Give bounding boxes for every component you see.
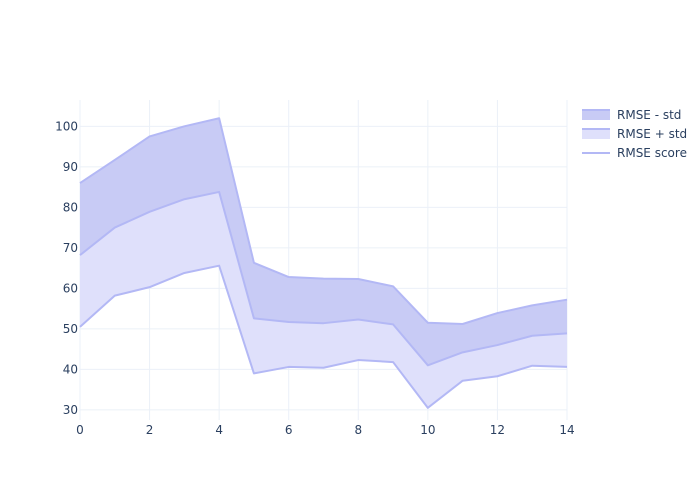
x-tick-label: 12 (490, 423, 505, 437)
legend-swatch (582, 110, 610, 120)
upper-std-band (80, 118, 567, 366)
series-line-rmse-plus-std (79, 117, 568, 325)
y-tick-label: 70 (63, 241, 78, 255)
x-tick-label: 14 (559, 423, 574, 437)
x-tick-label: 2 (146, 423, 154, 437)
y-tick-label: 80 (63, 200, 78, 214)
series-line-rmse-score (79, 190, 568, 367)
y-tick-label: 60 (63, 281, 78, 295)
series-line-rmse-minus-std (79, 264, 568, 409)
legend[interactable]: RMSE - std RMSE + std RMSE score (582, 108, 687, 160)
y-tick-label: 50 (63, 322, 78, 336)
legend-label: RMSE + std (617, 127, 687, 141)
grid (79, 100, 568, 420)
legend-swatch (582, 129, 610, 139)
y-tick-label: 90 (63, 160, 78, 174)
plot-lines (79, 117, 568, 409)
x-tick-label: 8 (354, 423, 362, 437)
legend-item[interactable]: RMSE - std (582, 108, 681, 122)
lower-std-band (80, 191, 567, 408)
y-tick-label: 30 (63, 403, 78, 417)
legend-item[interactable]: RMSE score (582, 146, 687, 160)
legend-label: RMSE - std (617, 108, 681, 122)
x-tick-label: 6 (285, 423, 293, 437)
x-tick-label: 0 (76, 423, 84, 437)
legend-item[interactable]: RMSE + std (582, 127, 687, 141)
y-tick-label: 100 (55, 119, 78, 133)
tick-labels: 0 2 4 6 8 10 12 14 30 40 50 60 70 80 90 100 (55, 119, 575, 437)
x-tick-label: 4 (215, 423, 223, 437)
y-tick-label: 40 (63, 362, 78, 376)
legend-label: RMSE score (617, 146, 687, 160)
plot-areas (80, 118, 567, 408)
x-tick-label: 10 (420, 423, 435, 437)
